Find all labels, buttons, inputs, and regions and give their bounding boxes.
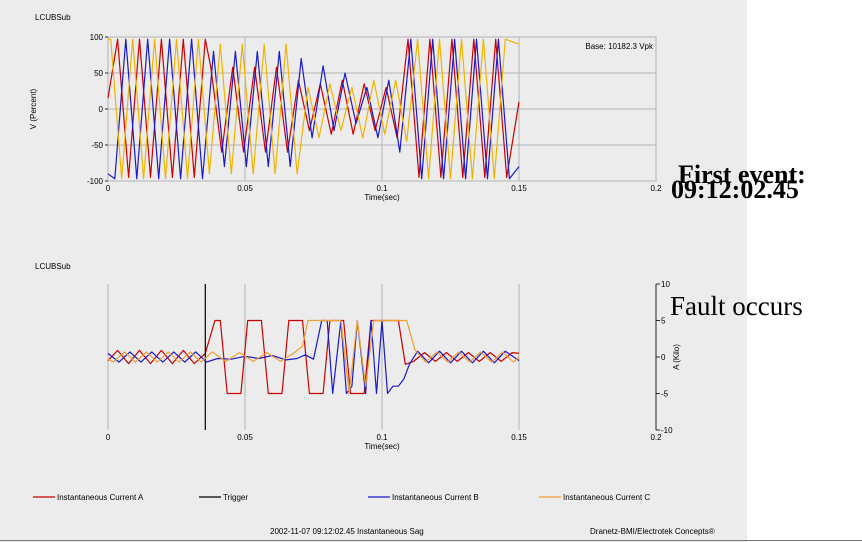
legend-label: Trigger xyxy=(223,493,248,502)
y-tick-label: -10 xyxy=(661,426,673,435)
page-divider xyxy=(0,540,862,541)
panel-label-0: LCUBSub xyxy=(35,13,71,22)
first-event-title: First event: xyxy=(678,160,806,189)
y-axis-title-0: V (Percent) xyxy=(29,88,38,129)
base-annotation: Base: 10182.3 Vpk xyxy=(585,42,654,51)
series-line-instantaneous-current-b xyxy=(107,319,520,395)
x-tick-label: 0.15 xyxy=(511,184,527,193)
x-tick-label: 0 xyxy=(106,184,111,193)
first-event-time: 09:12:02.45 xyxy=(671,175,799,204)
x-tick-label: 0.1 xyxy=(376,184,388,193)
y-tick-label: -50 xyxy=(91,141,103,150)
x-axis-title-0: Time(sec) xyxy=(364,193,400,202)
y-tick-label: 0 xyxy=(99,105,104,114)
chart-panel xyxy=(0,0,747,542)
y-tick-label: -5 xyxy=(661,390,669,399)
series-line-phase-a xyxy=(107,38,520,178)
series-line-instantaneous-current-a xyxy=(107,319,520,395)
panel-label-1: LCUBSub xyxy=(35,262,71,271)
series-line-instantaneous-current-c xyxy=(107,319,520,395)
y-tick-label: 5 xyxy=(661,317,666,326)
legend-label: Instantaneous Current C xyxy=(563,493,650,502)
legend-label: Instantaneous Current A xyxy=(57,493,144,502)
x-tick-label: 0.2 xyxy=(650,184,662,193)
x-tick-label: 0.1 xyxy=(376,433,388,442)
fault-note: Fault occurs xyxy=(670,291,803,321)
x-tick-label: 0.05 xyxy=(237,184,253,193)
y-tick-label: 100 xyxy=(90,33,104,42)
y-tick-label: 50 xyxy=(94,69,103,78)
y-axis-title-1: A (Kilo) xyxy=(672,344,681,370)
x-tick-label: 0.2 xyxy=(650,433,662,442)
x-tick-label: 0 xyxy=(106,433,111,442)
legend-label: Instantaneous Current B xyxy=(392,493,479,502)
y-tick-label: -100 xyxy=(87,177,104,186)
x-tick-label: 0.05 xyxy=(237,433,253,442)
x-tick-label: 0.15 xyxy=(511,433,527,442)
y-tick-label: 10 xyxy=(661,280,670,289)
x-axis-title-1: Time(sec) xyxy=(364,442,400,451)
series-line-phase-c xyxy=(108,38,520,180)
footer-timestamp: 2002-11-07 09:12:02.45 Instantaneous Sag xyxy=(270,527,424,536)
y-tick-label: 0 xyxy=(661,353,666,362)
footer-credit: Dranetz-BMI/Electrotek Concepts® xyxy=(590,527,715,536)
